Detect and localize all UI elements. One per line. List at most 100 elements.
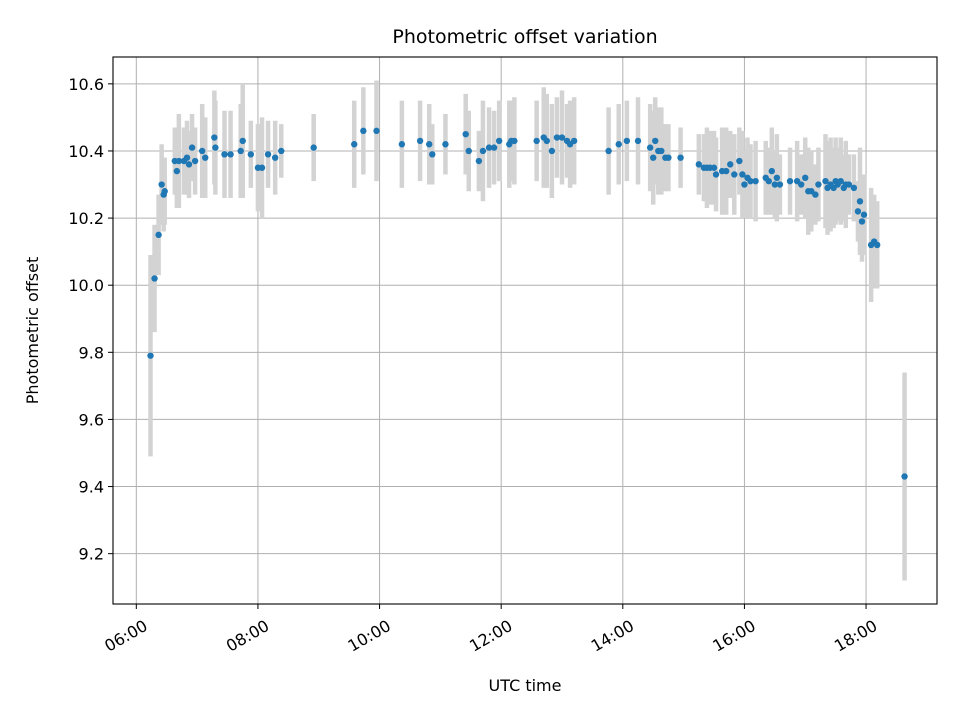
data-point	[147, 352, 154, 359]
data-point	[351, 141, 358, 148]
data-point	[605, 147, 612, 155]
y-tick-label: 9.6	[79, 410, 104, 429]
data-point	[462, 130, 469, 138]
data-point	[768, 167, 775, 175]
data-point	[773, 174, 781, 182]
data-point	[658, 147, 665, 155]
data-point	[858, 218, 866, 225]
data-point	[161, 188, 168, 195]
y-axis-ticks: 9.2 9.4 9.6 9.8 10.0 10.2 10.4 10.6	[68, 75, 113, 564]
data-point	[442, 141, 449, 148]
data-point	[416, 137, 424, 145]
data-point	[727, 161, 734, 168]
data-point	[495, 137, 503, 145]
data-point	[239, 137, 246, 145]
data-point	[543, 137, 550, 145]
data-point	[264, 151, 272, 158]
data-point	[741, 181, 748, 188]
data-point	[634, 137, 642, 145]
data-point	[901, 473, 908, 480]
data-point	[553, 134, 561, 141]
data-point	[360, 127, 367, 135]
plot-frame	[112, 56, 938, 605]
data-point	[615, 141, 622, 148]
data-point	[247, 151, 255, 158]
data-point	[815, 181, 822, 188]
data-point	[490, 144, 498, 151]
data-point	[570, 137, 578, 145]
data-point	[812, 191, 819, 198]
data-point	[786, 177, 794, 185]
y-tick-label: 9.8	[79, 343, 104, 362]
data-point	[151, 275, 158, 282]
data-point	[426, 141, 433, 148]
data-point	[533, 137, 540, 145]
data-point	[188, 144, 196, 151]
data-point	[765, 177, 772, 185]
data-point	[271, 154, 279, 161]
y-axis-title: Photometric offset	[23, 257, 42, 405]
data-point	[429, 151, 436, 158]
data-point	[802, 174, 809, 182]
x-axis-title: UTC time	[489, 676, 562, 695]
data-point	[822, 177, 829, 185]
data-point	[856, 198, 864, 205]
y-tick-label: 10.4	[68, 142, 104, 161]
data-point	[739, 171, 746, 178]
data-point	[475, 157, 483, 165]
chart-title: Photometric offset variation	[392, 26, 657, 48]
data-point	[511, 137, 518, 145]
data-point	[191, 157, 199, 165]
data-point	[198, 147, 206, 155]
data-point	[845, 181, 853, 188]
data-point	[752, 177, 759, 185]
data-point	[175, 157, 183, 165]
data-point	[398, 141, 406, 148]
data-point	[665, 154, 672, 161]
data-point	[712, 171, 720, 178]
data-point	[173, 167, 181, 175]
data-point	[465, 147, 472, 155]
data-point	[837, 177, 844, 185]
y-tick-label: 10.6	[68, 75, 104, 94]
data-point	[227, 151, 234, 158]
y-tick-label: 10.0	[68, 276, 104, 295]
data-point	[548, 147, 556, 155]
data-point	[212, 144, 219, 151]
data-point	[677, 154, 684, 161]
y-tick-label: 9.4	[79, 478, 104, 497]
data-point	[155, 231, 162, 239]
data-point	[695, 161, 703, 168]
data-point	[310, 144, 317, 151]
data-point	[373, 127, 380, 135]
data-point	[485, 144, 493, 151]
data-point	[479, 147, 487, 155]
data-point	[202, 154, 209, 161]
data-point	[652, 137, 659, 145]
y-tick-label: 9.2	[79, 545, 104, 564]
data-point	[747, 177, 754, 185]
data-point	[850, 184, 858, 192]
data-point	[854, 208, 862, 215]
data-point	[646, 144, 654, 151]
data-point	[874, 241, 881, 249]
data-point	[183, 154, 191, 161]
data-point	[860, 211, 868, 218]
data-point	[776, 181, 784, 188]
data-point	[211, 134, 218, 141]
data-point	[185, 161, 193, 168]
data-point	[258, 164, 266, 171]
data-point	[237, 147, 244, 155]
data-point	[722, 167, 730, 175]
data-point	[797, 181, 805, 188]
data-point	[558, 134, 566, 141]
data-point	[278, 147, 285, 155]
data-point	[736, 157, 743, 165]
data-point	[771, 181, 779, 188]
data-points	[147, 127, 908, 480]
y-tick-label: 10.2	[68, 209, 104, 228]
data-point	[221, 151, 228, 158]
data-point	[731, 171, 738, 178]
